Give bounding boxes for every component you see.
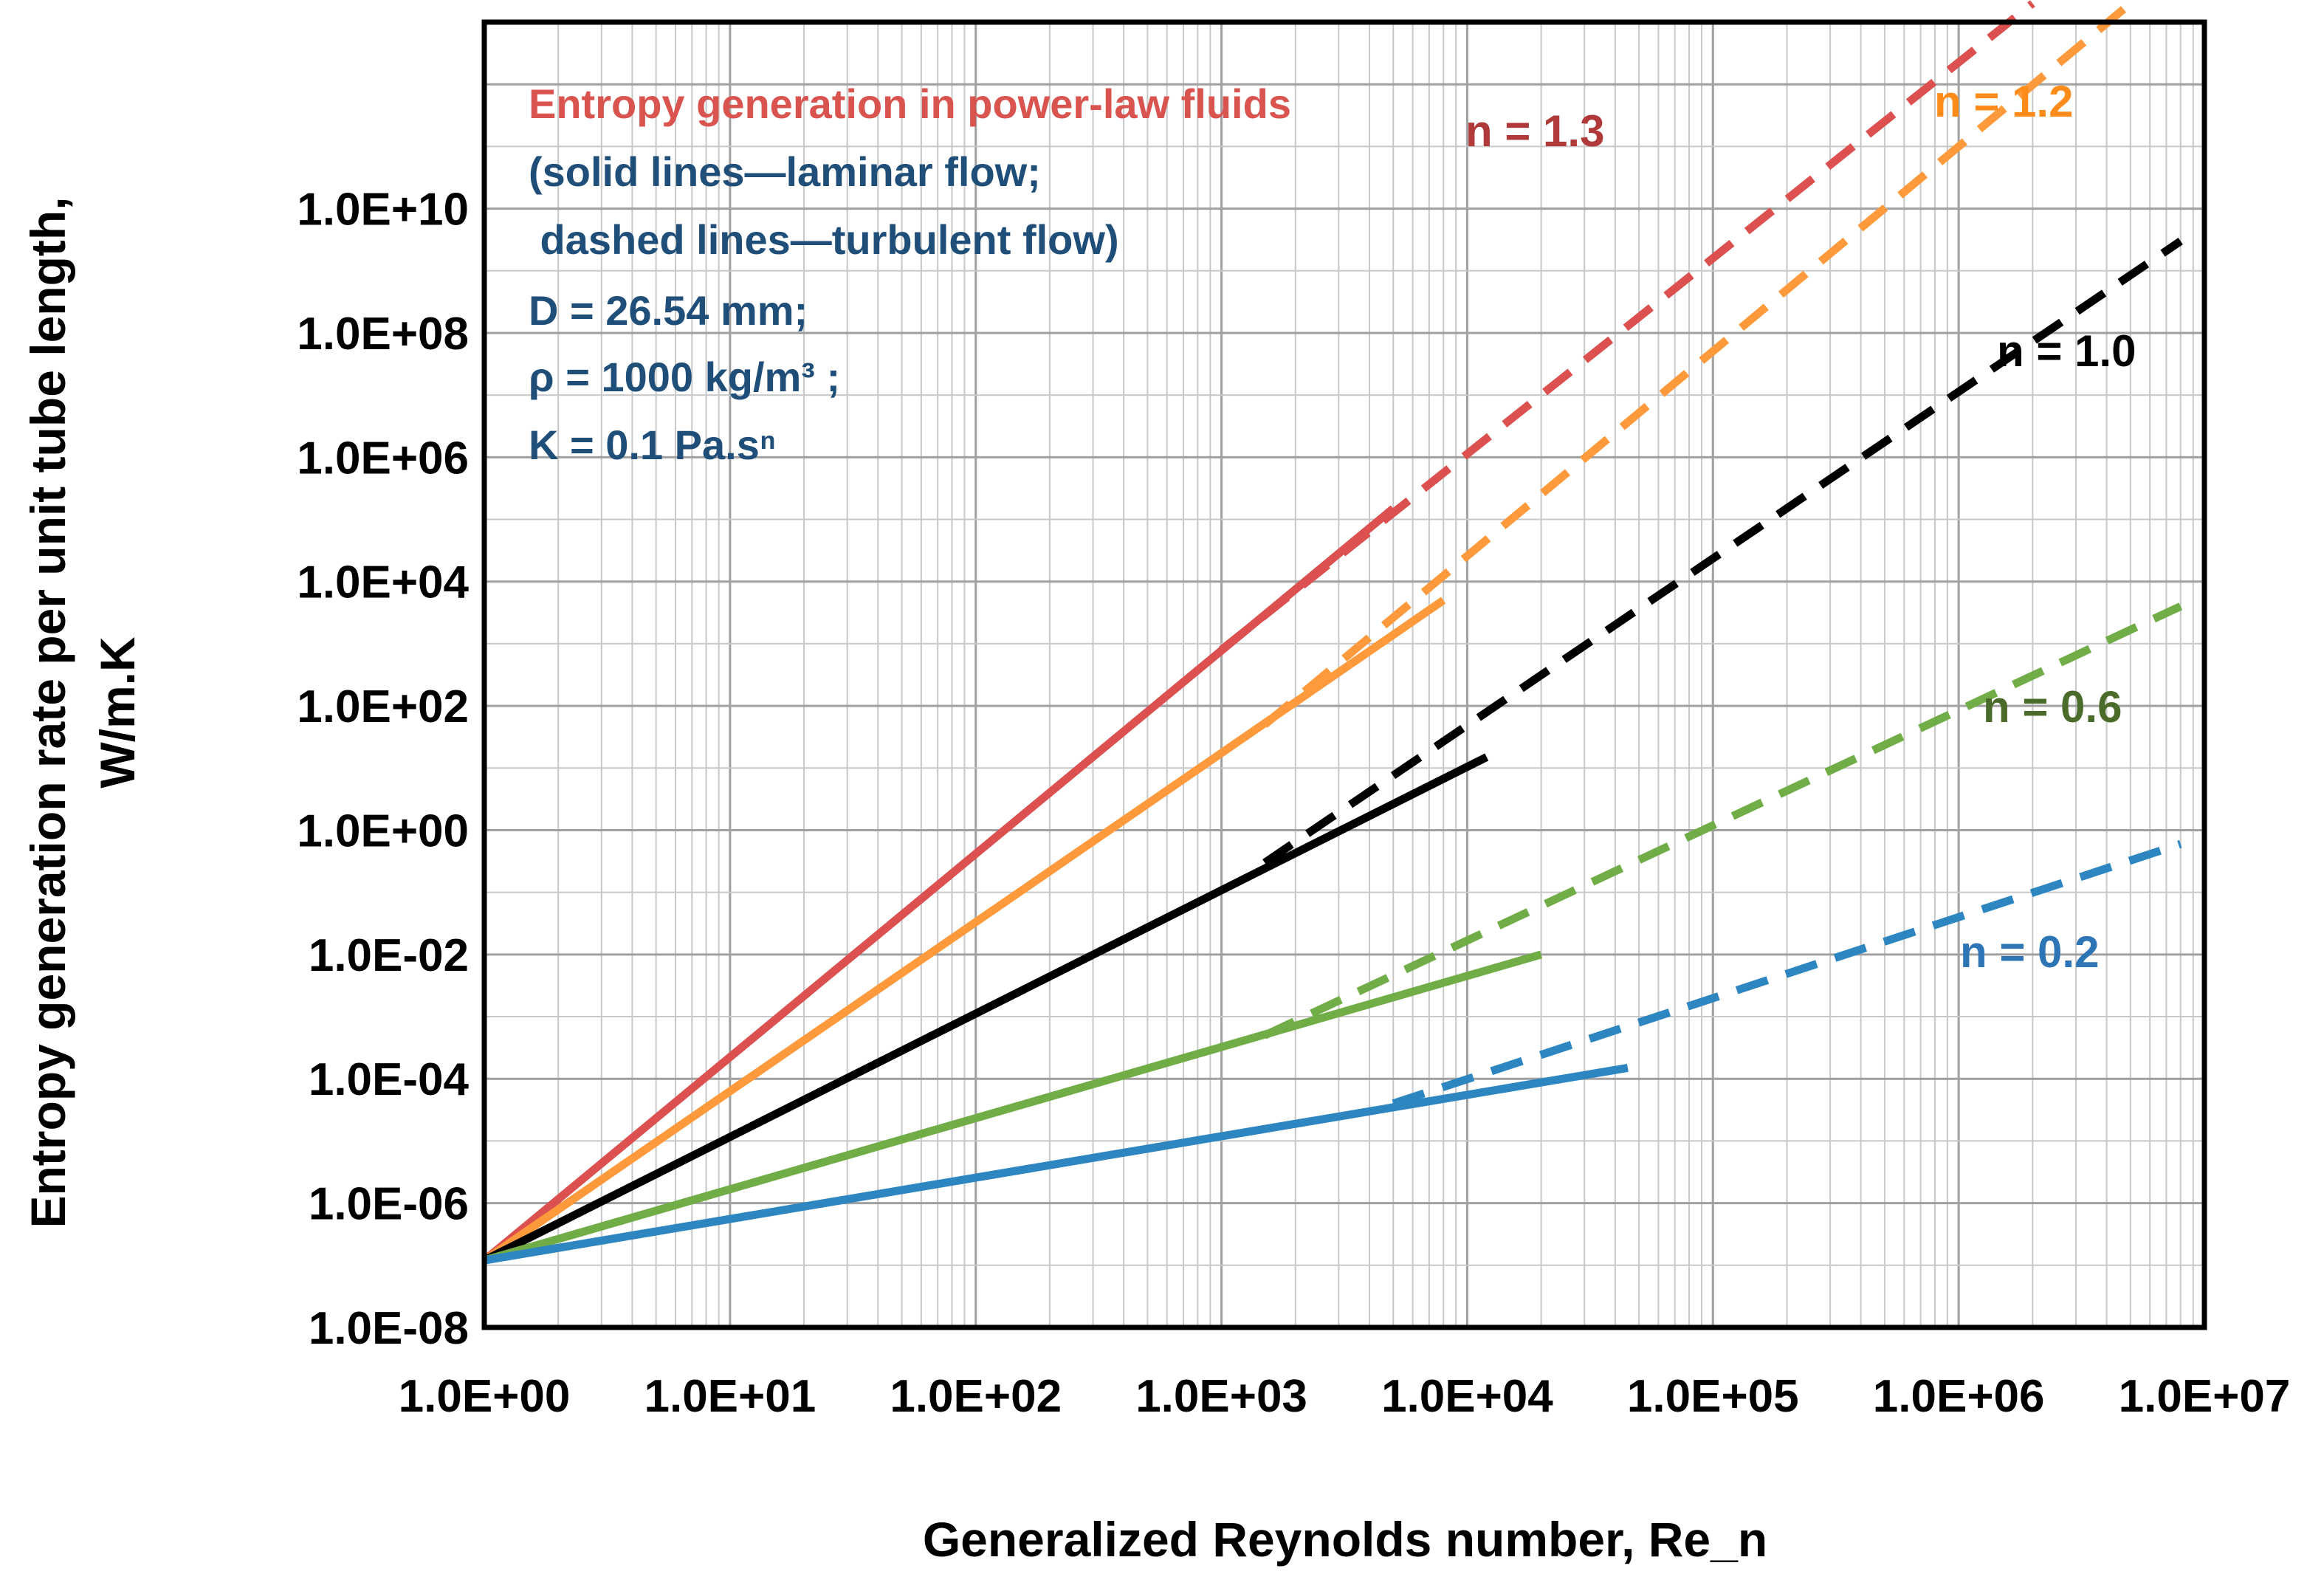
laminar-line-n-0-2 xyxy=(484,1063,1629,1265)
turbulent-line-n-0-2 xyxy=(1392,839,2182,1107)
x-tick-label: 1.0E+03 xyxy=(1135,1371,1307,1422)
laminar-line-n-0-6 xyxy=(483,950,1543,1265)
x-tick-label: 1.0E+01 xyxy=(644,1371,816,1422)
grid-lines xyxy=(484,22,2204,1327)
laminar-line-n-1-3 xyxy=(481,505,1396,1264)
y-tick-label: 1.0E-02 xyxy=(309,930,469,981)
annotation-line2: (solid lines—laminar flow; xyxy=(529,148,1041,195)
y-tick-label: 1.0E+10 xyxy=(297,185,469,236)
y-axis-title-line2: W/m.K xyxy=(90,636,145,788)
series-layer xyxy=(481,0,2183,1265)
y-tick-label: 1.0E+02 xyxy=(297,681,469,732)
y-axis-title-line1: Entropy generation rate per unit tube le… xyxy=(21,196,75,1228)
x-tick-label: 1.0E+00 xyxy=(399,1371,571,1422)
annotation-block: Entropy generation in power-law fluids (… xyxy=(529,80,1291,468)
annotation-line4: D = 26.54 mm; xyxy=(529,287,808,334)
series-label-n-1-2: n = 1.2 xyxy=(1934,77,2073,126)
plot-frame xyxy=(481,19,2207,1330)
x-tick-label: 1.0E+04 xyxy=(1381,1371,1553,1422)
series-label-n-1-3: n = 1.3 xyxy=(1465,106,1604,156)
y-tick-labels: 1.0E-08 1.0E-06 1.0E-04 1.0E-02 1.0E+00 1.0E+… xyxy=(297,185,469,1354)
y-tick-label: 1.0E+00 xyxy=(297,805,469,856)
laminar-line-n-1-2 xyxy=(481,597,1446,1264)
annotation-line6: K = 0.1 Pa.sⁿ xyxy=(529,422,776,468)
laminar-line-n-1-0 xyxy=(482,753,1489,1265)
annotation-line3: dashed lines—turbulent flow) xyxy=(529,216,1119,263)
x-tick-label: 1.0E+05 xyxy=(1627,1371,1799,1422)
series-label-n-0-6: n = 0.6 xyxy=(1983,682,2122,732)
turbulent-line-n-1-0 xyxy=(1262,238,2183,867)
turbulent-line-n-1-2 xyxy=(1262,0,2134,728)
series-label-n-1-0: n = 1.0 xyxy=(1997,326,2136,376)
annotation-title: Entropy generation in power-law fluids xyxy=(529,80,1291,127)
y-tick-label: 1.0E+04 xyxy=(297,557,469,608)
x-tick-label: 1.0E+07 xyxy=(2119,1371,2291,1422)
turbulent-line-n-0-6 xyxy=(1262,602,2183,1040)
annotation-line5: ρ = 1000 kg/m³ ; xyxy=(529,354,840,400)
x-tick-label: 1.0E+06 xyxy=(1873,1371,2045,1422)
x-axis-title: Generalized Reynolds number, Re_n xyxy=(923,1512,1767,1567)
x-tick-labels: 1.0E+00 1.0E+01 1.0E+02 1.0E+03 1.0E+04 1.0E+… xyxy=(399,1371,2291,1422)
x-tick-label: 1.0E+02 xyxy=(890,1371,1062,1422)
y-tick-label: 1.0E-08 xyxy=(309,1303,469,1354)
y-tick-label: 1.0E+06 xyxy=(297,433,469,484)
y-tick-label: 1.0E-04 xyxy=(309,1054,470,1105)
y-tick-label: 1.0E+08 xyxy=(297,309,469,360)
y-tick-label: 1.0E-06 xyxy=(309,1179,469,1230)
series-label-n-0-2: n = 0.2 xyxy=(1960,927,2099,977)
